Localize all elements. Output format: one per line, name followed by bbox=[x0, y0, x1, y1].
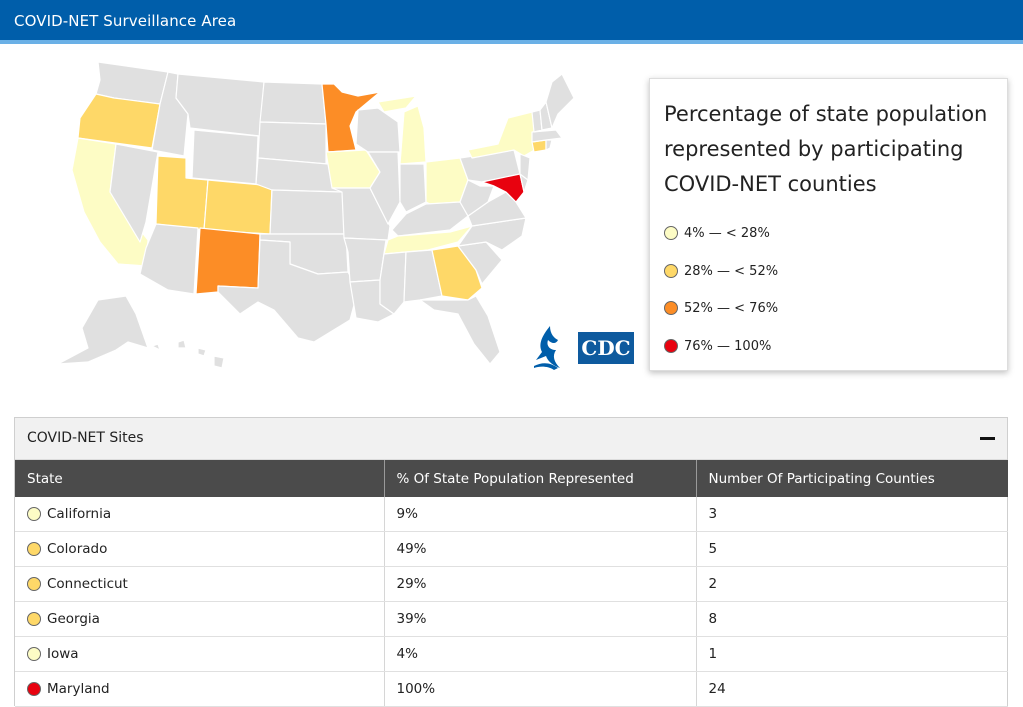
state-name: Colorado bbox=[47, 541, 108, 557]
state-nevada[interactable] bbox=[109, 143, 159, 243]
logos: CDC bbox=[528, 322, 636, 374]
state-color-icon bbox=[27, 682, 41, 696]
state-new-mexico[interactable] bbox=[195, 227, 261, 295]
us-states-svg bbox=[57, 61, 575, 369]
percent-cell: 100% bbox=[384, 671, 697, 707]
table-row: Colorado 49% 5 bbox=[15, 531, 1008, 567]
state-massachusetts[interactable] bbox=[531, 129, 563, 143]
state-cell: Maryland bbox=[15, 671, 385, 707]
legend-label: 4% — < 28% bbox=[684, 225, 770, 241]
us-map bbox=[28, 52, 636, 382]
collapse-icon[interactable] bbox=[980, 437, 995, 440]
state-name: Iowa bbox=[47, 646, 79, 662]
state-maine[interactable] bbox=[545, 73, 575, 129]
legend-item: 52% — < 76% bbox=[664, 298, 778, 318]
cdc-logo: CDC bbox=[578, 332, 634, 364]
column-header-counties[interactable]: Number Of Participating Counties bbox=[696, 460, 1008, 497]
state-color-icon bbox=[27, 542, 41, 556]
state-name: California bbox=[47, 506, 112, 522]
state-wyoming[interactable] bbox=[191, 129, 259, 185]
state-color-icon bbox=[27, 577, 41, 591]
percent-cell: 4% bbox=[384, 636, 697, 672]
legend-label: 52% — < 76% bbox=[684, 300, 779, 316]
table-row: Iowa 4% 1 bbox=[15, 636, 1008, 672]
state-alabama[interactable] bbox=[403, 249, 443, 303]
state-cell: Iowa bbox=[15, 636, 385, 672]
state-hawaii[interactable] bbox=[151, 339, 225, 369]
table-row: Georgia 39% 8 bbox=[15, 601, 1008, 637]
state-arizona[interactable] bbox=[139, 223, 199, 295]
state-cell: California bbox=[15, 497, 385, 532]
hhs-eagle-logo bbox=[534, 326, 560, 370]
state-florida[interactable] bbox=[419, 295, 501, 365]
state-illinois[interactable] bbox=[367, 151, 401, 225]
state-rhode-island[interactable] bbox=[545, 139, 553, 151]
sites-table: State % Of State Population Represented … bbox=[15, 460, 1008, 707]
counties-cell: 1 bbox=[696, 636, 1008, 672]
state-cell: Georgia bbox=[15, 601, 385, 637]
state-cell: Connecticut bbox=[15, 566, 385, 602]
legend-item: 28% — < 52% bbox=[664, 261, 778, 281]
state-indiana[interactable] bbox=[399, 163, 427, 213]
state-minnesota[interactable] bbox=[321, 83, 381, 153]
table-row: Connecticut 29% 2 bbox=[15, 566, 1008, 602]
map-legend: Percentage of state population represent… bbox=[649, 78, 1008, 371]
sites-panel-header[interactable]: COVID-NET Sites bbox=[15, 418, 1007, 460]
legend-swatch-icon bbox=[664, 339, 678, 353]
legend-swatch-icon bbox=[664, 264, 678, 278]
state-name: Georgia bbox=[47, 611, 100, 627]
state-south-dakota[interactable] bbox=[257, 121, 327, 165]
state-color-icon bbox=[27, 647, 41, 661]
legend-item: 4% — < 28% bbox=[664, 223, 770, 243]
percent-cell: 39% bbox=[384, 601, 697, 637]
legend-title: Percentage of state population represent… bbox=[664, 102, 988, 196]
state-texas[interactable] bbox=[217, 239, 359, 343]
state-montana[interactable] bbox=[175, 73, 265, 137]
percent-cell: 9% bbox=[384, 497, 697, 532]
percent-cell: 29% bbox=[384, 566, 697, 602]
page-header: COVID-NET Surveillance Area bbox=[0, 0, 1023, 44]
legend-swatch-icon bbox=[664, 226, 678, 240]
state-arkansas[interactable] bbox=[343, 237, 387, 283]
state-north-dakota[interactable] bbox=[259, 81, 327, 125]
table-header-row: State % Of State Population Represented … bbox=[15, 460, 1008, 497]
legend-item: 76% — 100% bbox=[664, 336, 771, 356]
sites-panel-title: COVID-NET Sites bbox=[27, 430, 144, 446]
state-wisconsin[interactable] bbox=[355, 107, 401, 153]
counties-cell: 8 bbox=[696, 601, 1008, 637]
state-color-icon bbox=[27, 507, 41, 521]
counties-cell: 2 bbox=[696, 566, 1008, 602]
percent-cell: 49% bbox=[384, 531, 697, 567]
table-row: Maryland 100% 24 bbox=[15, 671, 1008, 707]
svg-text:CDC: CDC bbox=[581, 336, 630, 360]
state-kansas[interactable] bbox=[269, 189, 347, 235]
table-row: California 9% 3 bbox=[15, 497, 1008, 532]
sites-panel: COVID-NET Sites State % Of State Populat… bbox=[14, 417, 1008, 707]
legend-swatch-icon bbox=[664, 301, 678, 315]
state-name: Maryland bbox=[47, 681, 110, 697]
legend-label: 28% — < 52% bbox=[684, 263, 779, 279]
counties-cell: 5 bbox=[696, 531, 1008, 567]
column-header-percent[interactable]: % Of State Population Represented bbox=[384, 460, 697, 497]
page-title: COVID-NET Surveillance Area bbox=[14, 12, 237, 30]
state-cell: Colorado bbox=[15, 531, 385, 567]
state-name: Connecticut bbox=[47, 576, 128, 592]
counties-cell: 3 bbox=[696, 497, 1008, 532]
state-colorado[interactable] bbox=[203, 179, 273, 235]
column-header-state[interactable]: State bbox=[15, 460, 385, 497]
legend-label: 76% — 100% bbox=[684, 338, 772, 354]
state-color-icon bbox=[27, 612, 41, 626]
state-new-jersey[interactable] bbox=[519, 153, 531, 181]
state-mississippi[interactable] bbox=[379, 251, 407, 315]
counties-cell: 24 bbox=[696, 671, 1008, 707]
state-alaska[interactable] bbox=[57, 295, 149, 365]
state-new-york[interactable] bbox=[467, 111, 539, 159]
